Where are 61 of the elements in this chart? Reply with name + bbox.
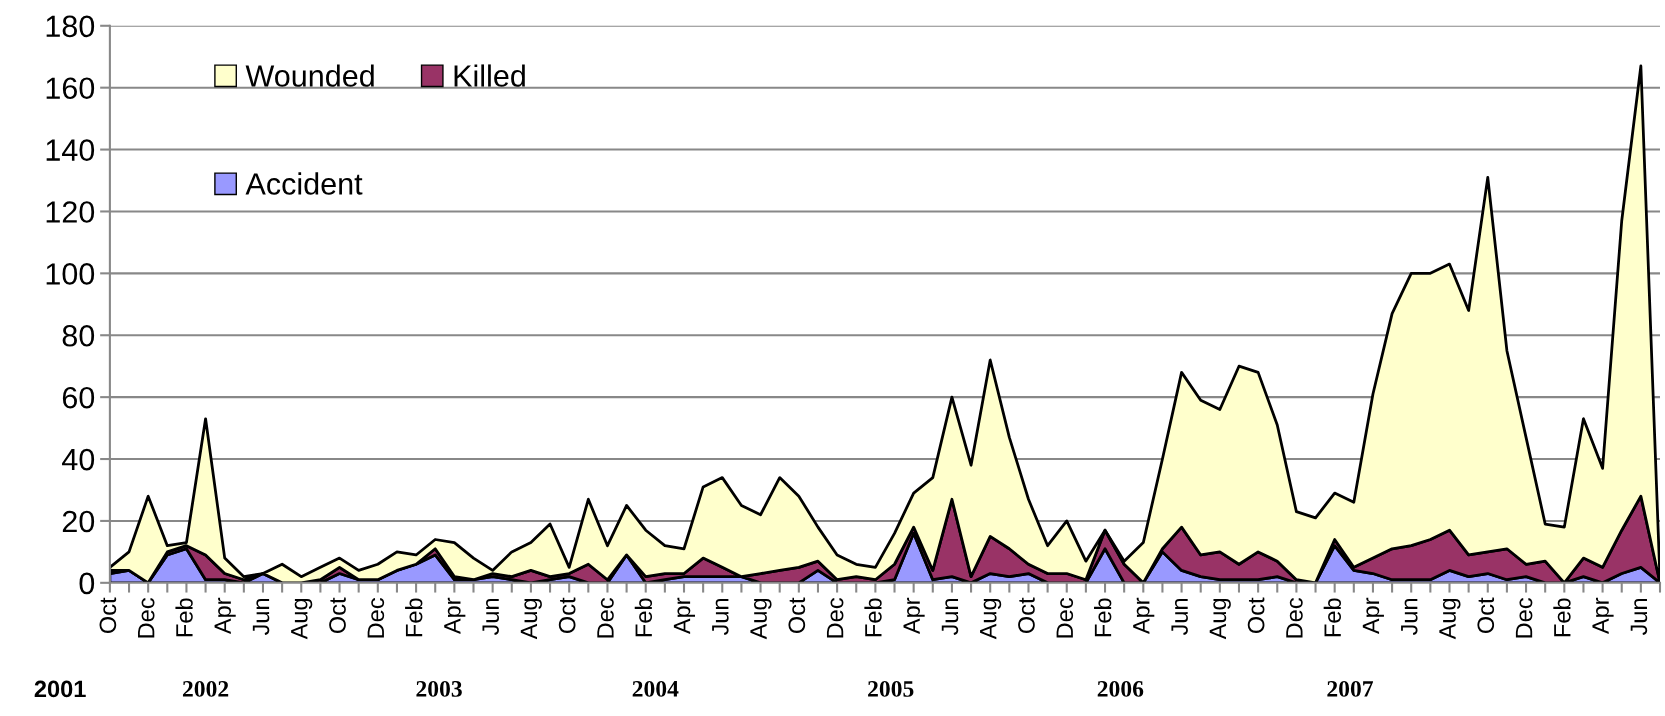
x-tick-label: Feb: [1553, 598, 1571, 637]
x-tick-label: Apr: [1362, 597, 1384, 635]
y-tick-label: 60: [62, 386, 95, 409]
y-tick-label: 0: [79, 572, 95, 595]
x-tick-label: Oct: [99, 597, 117, 634]
x-tick-label: Aug: [520, 598, 542, 640]
x-tick-label: Dec: [1286, 598, 1303, 638]
x-tick-label: Dec: [367, 598, 385, 638]
x-tick-label: Oct: [788, 597, 806, 634]
x-tick-label: Dec: [826, 598, 844, 638]
x-tick-label: Apr: [214, 597, 236, 635]
x-tick-label: Apr: [1133, 597, 1155, 635]
x-tick-label: Oct: [1018, 597, 1035, 634]
y-tick-label: 140: [46, 139, 95, 161]
x-tick-label: Jun: [1171, 598, 1188, 636]
x-tick-label: Aug: [1209, 598, 1231, 640]
y-tick-label: 120: [46, 201, 95, 223]
y-tick-label: 40: [62, 448, 95, 471]
x-tick-label: Jun: [1630, 598, 1648, 636]
x-tick-label: Aug: [291, 598, 313, 640]
text: 2004: [632, 680, 679, 697]
x-tick-label: Apr: [673, 597, 696, 635]
x-tick-label: Oct: [1477, 597, 1495, 634]
x-tick-label: Apr: [1592, 597, 1614, 635]
x-tick-label: Oct: [1247, 597, 1265, 634]
legend-label: Killed: [454, 64, 525, 87]
text: 2006: [1097, 680, 1144, 697]
x-tick-label: Aug: [750, 598, 772, 640]
text: 2001: [34, 680, 86, 698]
x-tick-label: Aug: [1439, 598, 1461, 640]
x-tick-label: Feb: [864, 598, 882, 637]
x-tick-label: Apr: [903, 597, 925, 635]
y-tick-label: 160: [46, 77, 95, 100]
text: 2003: [416, 680, 462, 697]
x-tick-label: Jun: [482, 598, 499, 636]
text: 2007: [1327, 680, 1374, 697]
x-tick-label: Jun: [252, 598, 270, 636]
x-tick-label: Oct: [329, 597, 346, 634]
x-tick-label: Jun: [941, 598, 959, 636]
x-tick-label: Oct: [558, 597, 576, 634]
x-tick-label: Dec: [1515, 598, 1533, 638]
x-tick-label: Feb: [405, 598, 423, 637]
y-tick-label: 180: [46, 15, 95, 38]
legend-label: Accident: [245, 172, 363, 195]
x-tick-label: Feb: [634, 598, 653, 637]
text: 2005: [868, 680, 914, 697]
x-tick-label: Apr: [444, 597, 466, 635]
x-tick-label: Aug: [980, 598, 1002, 640]
x-tick-label: Feb: [175, 598, 193, 637]
x-tick-label: Jun: [1401, 598, 1418, 636]
y-tick-label: 20: [62, 510, 95, 533]
x-tick-label: Feb: [1094, 598, 1112, 637]
legend-label: Wounded: [245, 64, 374, 87]
y-tick-label: 80: [62, 324, 95, 347]
x-tick-label: Dec: [138, 598, 155, 638]
x-tick-label: Jun: [712, 598, 729, 636]
x-tick-label: Dec: [1056, 598, 1074, 638]
x-tick-label: Feb: [1323, 598, 1342, 637]
x-tick-label: Dec: [597, 598, 614, 638]
y-tick-label: 100: [46, 263, 95, 285]
text: 2002: [182, 680, 229, 697]
